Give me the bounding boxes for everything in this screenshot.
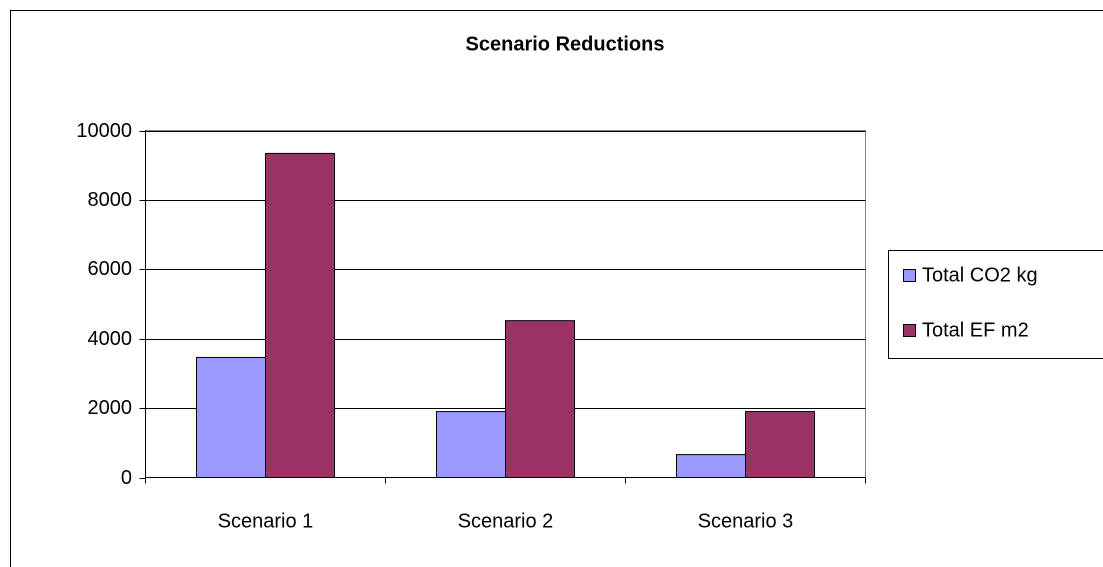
bar: [676, 454, 746, 478]
legend-swatch: [903, 269, 916, 282]
chart-title: Scenario Reductions: [466, 33, 665, 55]
y-tick-label: 6000: [88, 258, 133, 280]
legend-box: [888, 250, 1103, 359]
legend-swatch: [903, 324, 916, 337]
y-tick-label: 0: [121, 467, 132, 489]
x-tick-label: Scenario 1: [218, 510, 314, 532]
x-tick-label: Scenario 2: [458, 510, 554, 532]
legend-label: Total EF m2: [922, 319, 1029, 341]
x-tick-label: Scenario 3: [698, 510, 794, 532]
y-tick-label: 4000: [88, 328, 133, 350]
bar: [436, 411, 506, 479]
bar: [745, 411, 815, 479]
y-tick-label: 2000: [88, 397, 133, 419]
bar: [505, 320, 575, 478]
y-tick-label: 10000: [76, 120, 132, 142]
y-tick-label: 8000: [88, 189, 133, 211]
bar: [196, 356, 266, 478]
legend-label: Total CO2 kg: [922, 264, 1038, 286]
bar: [265, 152, 335, 478]
